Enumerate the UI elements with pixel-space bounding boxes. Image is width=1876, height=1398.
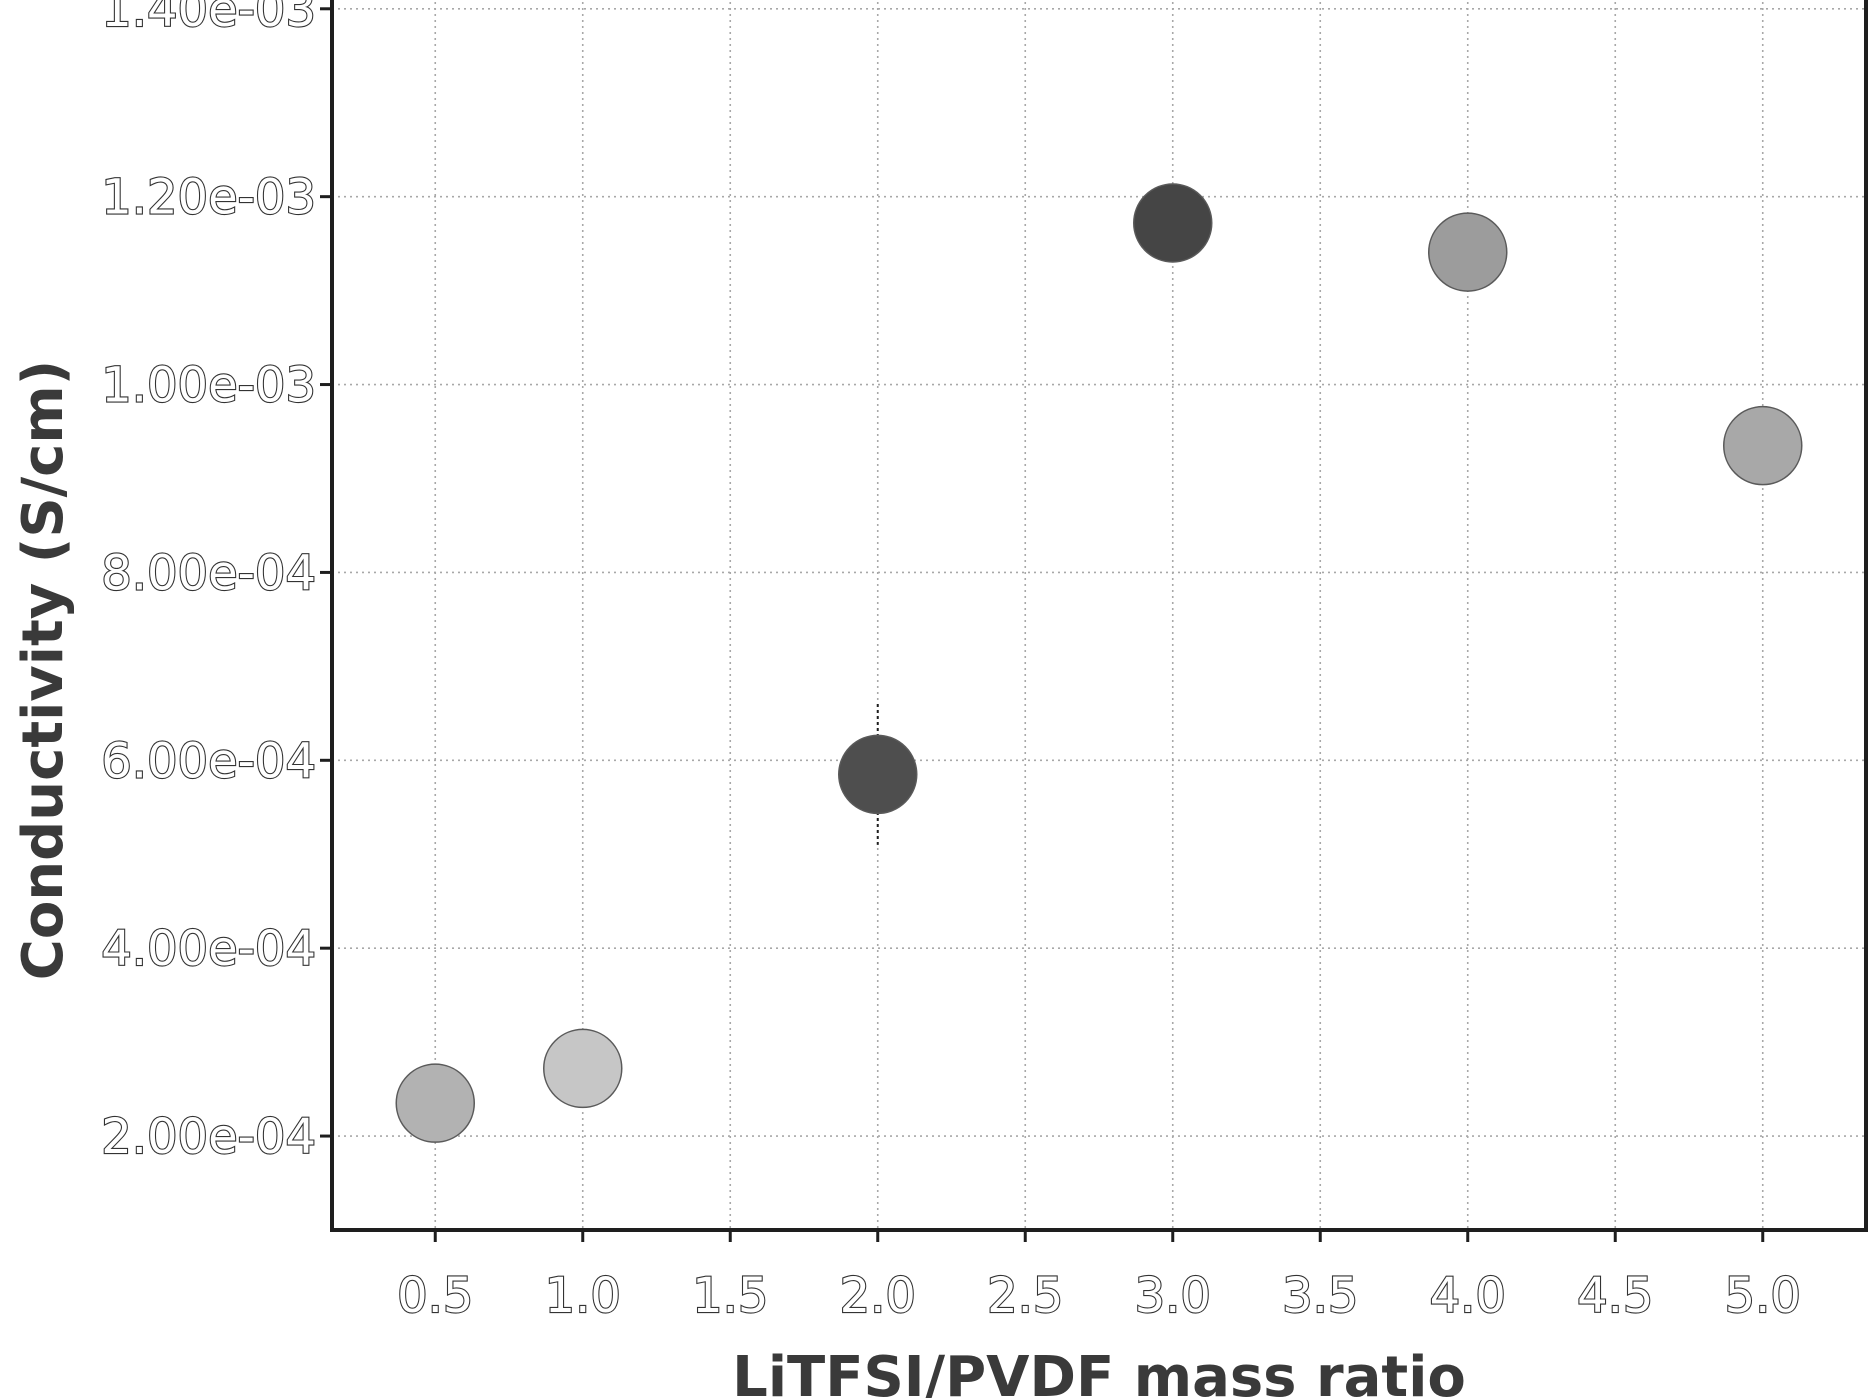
data-points (395, 183, 1803, 1143)
x-tick-label: 4.0 (1430, 1268, 1506, 1324)
x-tick-label: 0.5 (397, 1268, 473, 1324)
x-tick-label: 2.5 (987, 1268, 1063, 1324)
data-point (543, 1028, 623, 1109)
x-tick-label: 3.5 (1282, 1268, 1358, 1324)
y-tick-label: 1.40e-03 (101, 0, 316, 38)
data-point (1133, 183, 1213, 263)
x-tick-label: 1.0 (545, 1268, 621, 1324)
x-tick-label: 2.0 (840, 1268, 916, 1324)
y-tick-label: 1.00e-03 (101, 358, 316, 414)
y-axis-ticks: 2.00e-04 4.00e-04 6.00e-04 8.00e-04 1.00e-03… (100, 0, 332, 1166)
x-tick-label: 5.0 (1725, 1268, 1801, 1324)
data-point (395, 1063, 475, 1143)
plot-frame (330, 0, 1868, 1232)
grid-lines (332, 0, 1866, 1230)
data-point (1723, 405, 1803, 486)
x-tick-label: 3.0 (1135, 1268, 1211, 1324)
y-axis-title: Conductivity (S/cm) (11, 360, 76, 981)
x-axis-ticks: 0.5 1.0 1.5 2.0 2.5 3.0 3.5 4.0 4.5 5.0 (396, 1230, 1802, 1325)
y-tick-label: 4.00e-04 (101, 921, 316, 977)
x-tick-label: 4.5 (1577, 1268, 1653, 1324)
y-tick-label: 8.00e-04 (101, 545, 316, 601)
data-point (1428, 212, 1508, 292)
y-tick-label: 1.20e-03 (101, 170, 316, 226)
y-tick-label: 6.00e-04 (101, 733, 316, 789)
y-tick-label: 2.00e-04 (101, 1109, 316, 1165)
x-tick-label: 1.5 (692, 1268, 768, 1324)
data-point (838, 734, 918, 815)
x-axis-title: LiTFSI/PVDF mass ratio (732, 1345, 1466, 1398)
